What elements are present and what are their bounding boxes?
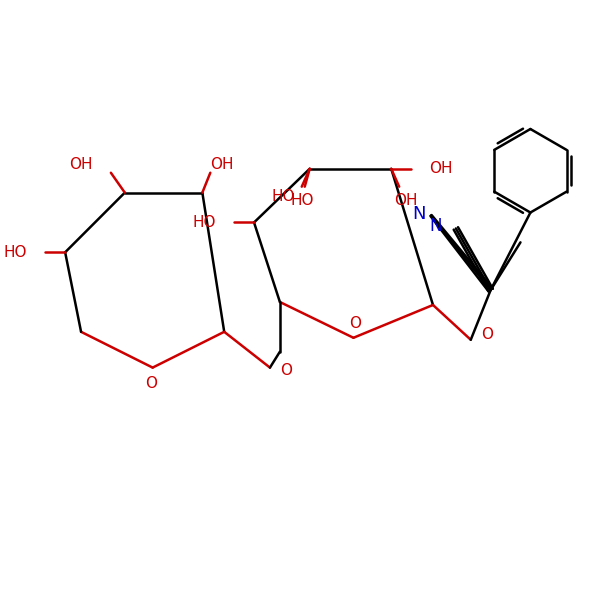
Text: HO: HO [193,215,216,230]
Text: OH: OH [429,161,452,176]
Text: OH: OH [70,157,93,172]
Text: N: N [430,217,442,235]
Text: HO: HO [271,189,295,204]
Text: HO: HO [4,245,28,260]
Text: O: O [280,363,292,378]
Text: O: O [349,316,361,331]
Text: OH: OH [210,157,234,172]
Text: OH: OH [394,193,418,208]
Text: O: O [481,327,493,342]
Text: O: O [145,376,157,391]
Text: HO: HO [290,193,314,208]
Text: N: N [412,205,426,223]
